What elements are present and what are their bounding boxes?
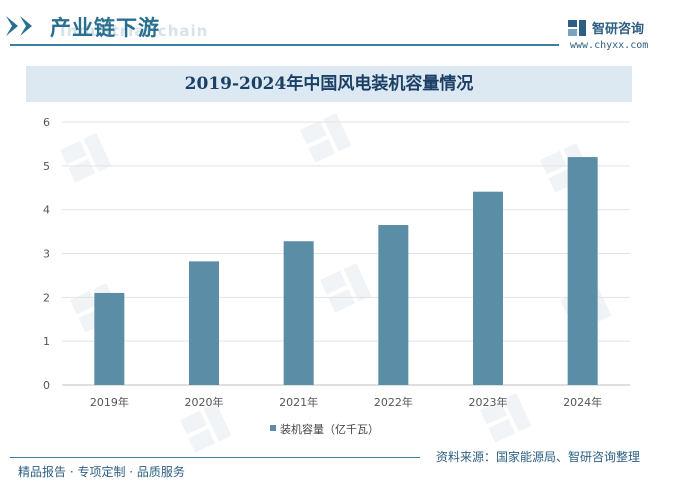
labels-layer: 0 1 2 3 4 5 6 2019年 2020年 2021年 2022年 2023年 2024年 [43, 116, 602, 409]
footer-tagline: 精品报告 · 专项定制 · 品质服务 [18, 465, 185, 479]
legend-label: 装机容量（亿千瓦） [280, 423, 379, 436]
watermark-logo [300, 113, 352, 163]
y-tick-label: 2 [43, 291, 50, 304]
y-tick-label: 1 [43, 335, 50, 348]
y-tick-label: 3 [43, 248, 50, 261]
bar [378, 225, 409, 385]
x-tick-label: 2019年 [90, 395, 129, 409]
chart-title-band [26, 66, 632, 102]
bar [189, 261, 219, 385]
brand-url[interactable]: www.chyxx.com [570, 40, 649, 51]
x-tick-label: 2020年 [185, 395, 224, 409]
x-tick-label: 2021年 [279, 395, 318, 409]
bar [473, 191, 503, 385]
watermark-logo [180, 403, 232, 453]
brand-logo-icon [568, 20, 586, 36]
source-note: 资料来源：国家能源局、智研咨询整理 [436, 450, 641, 464]
y-tick-label: 6 [43, 116, 50, 129]
bar [94, 292, 125, 385]
watermark-logo [480, 393, 532, 443]
watermark-logo [60, 133, 112, 183]
watermark-layer [60, 113, 612, 453]
bar [567, 157, 598, 385]
x-tick-label: 2023年 [469, 395, 508, 409]
header: Industrial chain 产业链下游 [0, 0, 686, 50]
footer-divider [10, 457, 420, 458]
header-divider [10, 44, 559, 46]
x-tick-label: 2024年 [563, 395, 602, 409]
bars-layer [94, 157, 598, 385]
watermark-logo [320, 263, 372, 313]
header-title: 产业链下游 [50, 16, 160, 40]
header-subtitle: Industrial chain [60, 22, 209, 40]
y-tick-label: 4 [43, 204, 50, 217]
y-tick-label: 0 [43, 379, 50, 392]
grid-layer [62, 121, 630, 386]
chart-title: 2019-2024年中国风电装机容量情况 [184, 74, 474, 94]
brand-name: 智研咨询 [592, 22, 645, 37]
x-tick-label: 2022年 [374, 395, 413, 409]
legend-swatch [270, 425, 276, 431]
double-chevron-icon [6, 16, 32, 36]
y-tick-label: 5 [43, 160, 50, 173]
bar [283, 241, 314, 385]
